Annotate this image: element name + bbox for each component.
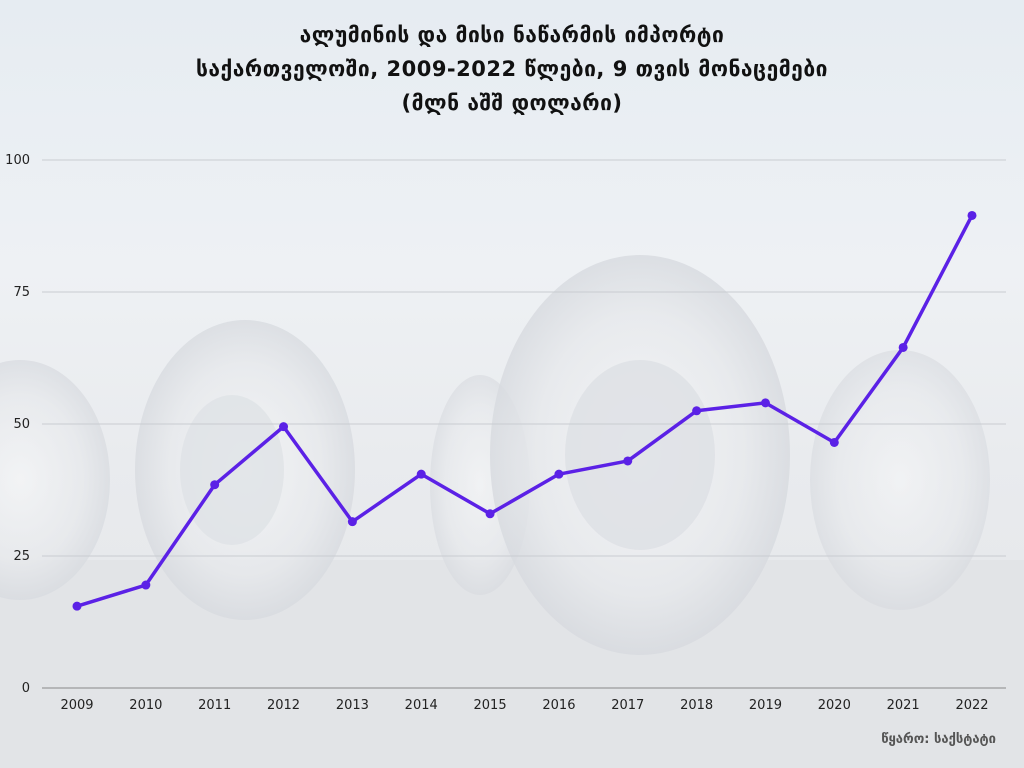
x-tick-label: 2010 [129, 698, 162, 713]
data-point [829, 437, 839, 447]
x-axis-ticks: 2009 2010 2011 2012 2013 2014 2015 2016 2017 2018… [60, 698, 988, 713]
data-point [210, 480, 220, 490]
x-tick-label: 2014 [405, 698, 438, 713]
data-point [760, 398, 770, 408]
data-point [72, 601, 82, 611]
y-tick-label: 25 [13, 549, 30, 564]
series-line-group [72, 210, 977, 611]
data-point [485, 509, 495, 519]
data-point [554, 469, 564, 479]
x-tick-label: 2011 [198, 698, 231, 713]
y-tick-label: 75 [13, 285, 30, 300]
gridlines [42, 159, 1006, 689]
x-tick-label: 2022 [955, 698, 988, 713]
chart-title: ალუმინის და მისი ნაწარმის იმპორტი საქართ… [0, 18, 1024, 120]
x-tick-label: 2019 [749, 698, 782, 713]
data-point [416, 469, 426, 479]
data-point [692, 406, 702, 416]
data-point [967, 210, 977, 220]
data-point [623, 456, 633, 466]
y-tick-label: 100 [5, 153, 30, 168]
x-tick-label: 2017 [611, 698, 644, 713]
data-point [279, 422, 289, 432]
title-line-1: ალუმინის და მისი ნაწარმის იმპორტი [299, 23, 725, 47]
x-tick-label: 2020 [818, 698, 851, 713]
x-tick-label: 2009 [60, 698, 93, 713]
x-tick-label: 2018 [680, 698, 713, 713]
y-tick-label: 0 [22, 681, 30, 696]
data-point [141, 580, 151, 590]
y-tick-label: 50 [13, 417, 30, 432]
y-axis-ticks: 0 25 50 75 100 [5, 153, 30, 696]
data-point [898, 342, 908, 352]
x-tick-label: 2016 [542, 698, 575, 713]
title-line-3: (მლნ აშშ დოლარი) [401, 91, 623, 115]
source-note: წყარო: საქსტატი [881, 732, 996, 747]
title-line-2: საქართველოში, 2009-2022 წლები, 9 თვის მო… [195, 57, 828, 81]
x-tick-label: 2021 [887, 698, 920, 713]
x-tick-label: 2015 [474, 698, 507, 713]
x-tick-label: 2013 [336, 698, 369, 713]
data-point [347, 517, 357, 527]
x-tick-label: 2012 [267, 698, 300, 713]
series-line [75, 213, 974, 608]
